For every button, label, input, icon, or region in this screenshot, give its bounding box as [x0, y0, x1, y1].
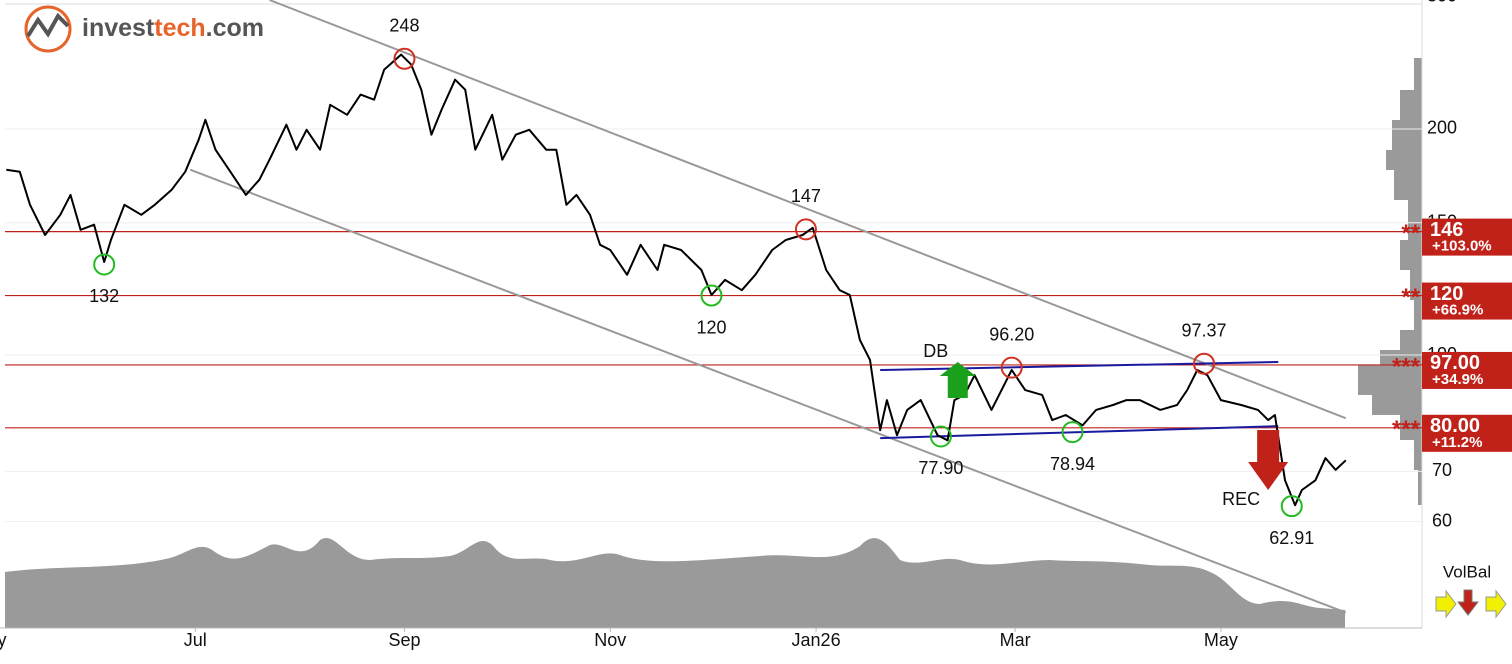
- pivot-marker: [929, 425, 952, 448]
- level-stars: **: [1401, 220, 1420, 247]
- price-histogram: [1358, 58, 1422, 505]
- pivot-label: 248: [389, 16, 419, 36]
- volume-area: [5, 537, 1345, 628]
- level-change: +34.9%: [1432, 371, 1483, 388]
- x-tick-label: Jul: [184, 630, 207, 650]
- pivot-marker: [1061, 421, 1084, 444]
- level-label: 120: [1430, 283, 1463, 305]
- pivot-marker: [700, 284, 723, 307]
- volbal-label: VolBal: [1443, 562, 1491, 581]
- pivot-label: 132: [89, 286, 119, 306]
- y-tick-label: 70: [1432, 460, 1452, 480]
- x-tick-label: Nov: [594, 630, 626, 650]
- x-tick-label: Jan26: [792, 630, 841, 650]
- level-stars: **: [1401, 284, 1420, 311]
- level-stars: ***: [1392, 353, 1421, 380]
- x-tick-label: Sep: [388, 630, 420, 650]
- volbal-arrow: [1435, 589, 1457, 619]
- level-box: [1422, 218, 1512, 256]
- pivot-label: 97.37: [1182, 320, 1227, 340]
- y-tick-label: 60: [1432, 510, 1452, 530]
- logo-text: investtech.com: [82, 14, 264, 42]
- level-label: 80.00: [1430, 415, 1480, 437]
- trendline: [269, 0, 1347, 420]
- level-stars: ***: [1392, 416, 1421, 443]
- y-tick-label: 200: [1427, 118, 1457, 138]
- signal-label: REC: [1222, 489, 1260, 509]
- logo-part: .com: [206, 14, 264, 42]
- logo-icon: [26, 12, 70, 38]
- signal-arrow: [939, 362, 976, 398]
- pivot-marker: [1000, 356, 1023, 379]
- x-tick-label: Mar: [1000, 630, 1031, 650]
- level-change: +66.9%: [1432, 302, 1483, 319]
- level-label: 97.00: [1430, 352, 1480, 374]
- pivot-marker: [794, 218, 817, 241]
- logo-icon: [24, 5, 72, 53]
- logo: investtech.com: [24, 5, 264, 53]
- pivot-marker: [1193, 352, 1216, 375]
- pivot-label: 62.91: [1269, 528, 1314, 548]
- price-line: [6, 53, 1347, 507]
- trendline: [880, 425, 1279, 440]
- trendline: [880, 360, 1279, 372]
- level-change: +103.0%: [1432, 238, 1492, 255]
- x-tick-label: May: [1204, 630, 1238, 650]
- trendline: [189, 168, 1347, 614]
- signal-arrow: [1248, 430, 1289, 490]
- pivot-label: 147: [791, 186, 821, 206]
- pivot-label: 77.90: [918, 458, 963, 478]
- x-tick-label: May: [0, 630, 6, 650]
- pivot-marker: [1280, 495, 1303, 518]
- pivot-marker: [93, 253, 116, 276]
- signal-label: DB: [923, 341, 948, 361]
- level-change: +11.2%: [1432, 434, 1482, 451]
- logo-part: tech: [154, 14, 205, 42]
- level-box: [1422, 414, 1512, 452]
- pivot-marker: [393, 47, 416, 70]
- pivot-label: 96.20: [989, 324, 1034, 344]
- y-tick-label: 300: [1427, 0, 1457, 5]
- volbal-arrow: [1456, 589, 1480, 616]
- level-label: 146: [1430, 219, 1463, 241]
- level-box: [1422, 351, 1512, 389]
- volbal-arrow: [1485, 589, 1507, 619]
- pivot-label: 78.94: [1050, 454, 1095, 474]
- pivot-label: 120: [696, 317, 726, 337]
- logo-part: invest: [82, 14, 155, 42]
- level-box: [1422, 282, 1512, 320]
